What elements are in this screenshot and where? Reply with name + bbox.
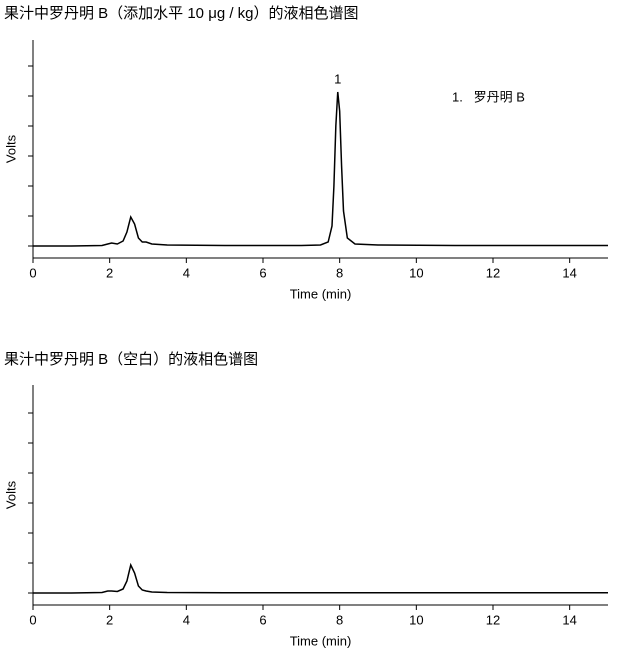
- chart-title: 果汁中罗丹明 B（空白）的液相色谱图: [4, 351, 258, 368]
- x-tick-label: 12: [486, 612, 500, 627]
- legend-text: 1. 罗丹明 B: [452, 89, 525, 104]
- chart-title: 果汁中罗丹明 B（添加水平 10 μg / kg）的液相色谱图: [4, 5, 359, 22]
- x-tick-label: 14: [562, 612, 576, 627]
- trace: [33, 562, 608, 594]
- y-axis-label: Volts: [3, 480, 18, 509]
- x-tick-label: 12: [486, 265, 500, 280]
- trace: [33, 91, 608, 247]
- x-tick-label: 4: [183, 612, 190, 627]
- x-axis-label: Time (min): [290, 286, 352, 301]
- x-tick-label: 2: [106, 612, 113, 627]
- peak-label: 1: [334, 71, 341, 86]
- y-axis-label: Volts: [3, 134, 18, 163]
- y-minor-ticks: [28, 65, 33, 594]
- x-tick-label: 6: [259, 612, 266, 627]
- x-axis-label: Time (min): [290, 633, 352, 648]
- x-tick-label: 10: [409, 612, 423, 627]
- x-tick-label: 10: [409, 265, 423, 280]
- x-tick-label: 0: [29, 265, 36, 280]
- x-tick-label: 6: [259, 265, 266, 280]
- x-tick-label: 0: [29, 612, 36, 627]
- x-tick-label: 8: [336, 612, 343, 627]
- x-tick-label: 8: [336, 265, 343, 280]
- x-tick-label: 2: [106, 265, 113, 280]
- x-tick-label: 14: [562, 265, 576, 280]
- x-tick-label: 4: [183, 265, 190, 280]
